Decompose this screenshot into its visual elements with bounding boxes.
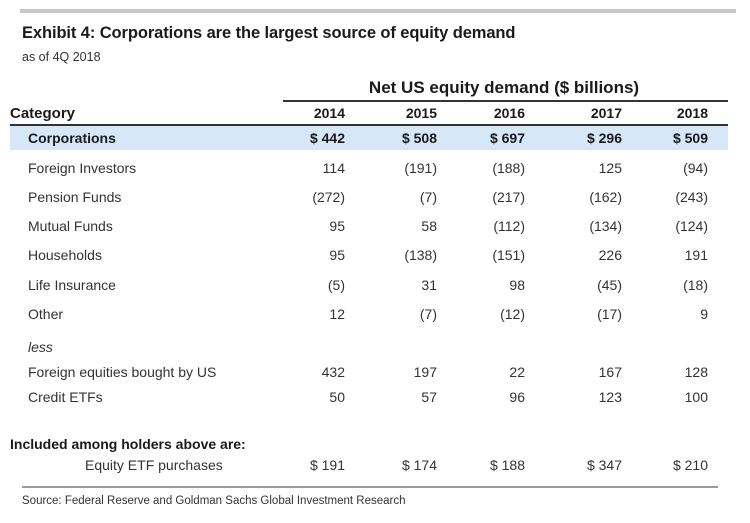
year-header: 2017 xyxy=(590,105,622,121)
table-row-equity-etf: Equity ETF purchases $ 191 $ 174 $ 188 $… xyxy=(0,457,750,479)
cell: 31 xyxy=(421,277,437,293)
table-row: Foreign Investors 114 (191) (188) 125 (9… xyxy=(0,160,750,182)
row-label: Equity ETF purchases xyxy=(85,457,223,473)
cell: $ 188 xyxy=(489,457,525,473)
cell: 123 xyxy=(598,389,622,405)
cell: 191 xyxy=(684,247,708,263)
row-label: Foreign equities bought by US xyxy=(28,364,217,380)
highlight-background xyxy=(10,126,728,150)
cell: 57 xyxy=(421,389,437,405)
cell: 58 xyxy=(421,218,437,234)
cell: 100 xyxy=(684,389,708,405)
cell: 95 xyxy=(329,218,345,234)
exhibit-title: Exhibit 4: Corporations are the largest … xyxy=(22,24,516,42)
cell: 95 xyxy=(329,247,345,263)
cell: $ 509 xyxy=(672,130,708,146)
table-row: Mutual Funds 95 58 (112) (134) (124) xyxy=(0,218,750,240)
group-header: Net US equity demand ($ billions) xyxy=(368,78,640,97)
cell: 50 xyxy=(329,389,345,405)
row-label: Households xyxy=(28,247,102,263)
cell: (45) xyxy=(597,277,622,293)
cell: (112) xyxy=(493,218,525,234)
cell: (134) xyxy=(589,218,622,234)
top-divider xyxy=(20,9,736,13)
cell: (138) xyxy=(404,247,437,263)
less-label-row: less xyxy=(0,339,750,361)
cell: $ 697 xyxy=(489,130,525,146)
table-row: Pension Funds (272) (7) (217) (162) (243… xyxy=(0,189,750,211)
cell: $ 174 xyxy=(401,457,437,473)
bottom-divider xyxy=(22,486,718,488)
year-header: 2018 xyxy=(676,105,708,121)
cell: 114 xyxy=(322,160,345,176)
cell: $ 191 xyxy=(309,457,345,473)
cell: (94) xyxy=(683,160,708,176)
table-row: Households 95 (138) (151) 226 191 xyxy=(0,247,750,269)
table-row-corporations: Corporations $ 442 $ 508 $ 697 $ 296 $ 5… xyxy=(0,130,750,152)
cell: $ 508 xyxy=(401,130,437,146)
cell: (151) xyxy=(492,247,525,263)
source-note: Source: Federal Reserve and Goldman Sach… xyxy=(22,495,406,507)
row-label: Life Insurance xyxy=(28,277,116,293)
cell: (18) xyxy=(683,277,708,293)
cell: (124) xyxy=(675,218,708,234)
less-label: less xyxy=(28,339,53,355)
cell: 96 xyxy=(509,389,525,405)
cell: (162) xyxy=(589,189,622,205)
cell: (191) xyxy=(404,160,437,176)
cell: (243) xyxy=(675,189,708,205)
year-header: 2015 xyxy=(405,105,437,121)
cell: 197 xyxy=(413,364,437,380)
row-label: Pension Funds xyxy=(28,189,122,205)
table-row: Other 12 (7) (12) (17) 9 xyxy=(0,306,750,328)
table-row: Foreign equities bought by US 432 197 22… xyxy=(0,364,750,386)
cell: 125 xyxy=(598,160,622,176)
cell: (5) xyxy=(327,277,345,293)
year-header: 2014 xyxy=(313,105,345,121)
cell: 167 xyxy=(598,364,622,380)
cell: (188) xyxy=(492,160,525,176)
cell: 22 xyxy=(509,364,525,380)
exhibit-subtitle: as of 4Q 2018 xyxy=(22,50,101,64)
category-header: Category xyxy=(10,105,76,122)
cell: 432 xyxy=(321,364,345,380)
row-label: Foreign Investors xyxy=(28,160,137,176)
table-row: Life Insurance (5) 31 98 (45) (18) xyxy=(0,277,750,299)
row-label: Credit ETFs xyxy=(28,389,103,405)
cell: (7) xyxy=(419,189,437,205)
cell: 128 xyxy=(684,364,708,380)
header-rule xyxy=(10,124,728,126)
cell: $ 347 xyxy=(586,457,622,473)
cell: $ 296 xyxy=(586,130,622,146)
row-label: Mutual Funds xyxy=(28,218,113,234)
cell: (17) xyxy=(597,306,622,322)
cell: $ 442 xyxy=(309,130,345,146)
group-header-rule xyxy=(283,100,728,102)
cell: (12) xyxy=(500,306,525,322)
cell: (217) xyxy=(492,189,525,205)
row-label: Other xyxy=(28,306,64,322)
cell: $ 210 xyxy=(672,457,708,473)
cell: 226 xyxy=(598,247,622,263)
table-row: Credit ETFs 50 57 96 123 100 xyxy=(0,389,750,411)
cell: (272) xyxy=(312,189,345,205)
cell: 9 xyxy=(700,306,708,322)
cell: 98 xyxy=(509,277,525,293)
cell: (7) xyxy=(419,306,437,322)
year-header: 2016 xyxy=(493,105,525,121)
cell: 12 xyxy=(329,306,345,322)
included-heading: Included among holders above are: xyxy=(10,436,246,452)
row-label: Corporations xyxy=(28,130,116,146)
table-header-row: Category 2014 2015 2016 2017 2018 xyxy=(0,105,750,123)
